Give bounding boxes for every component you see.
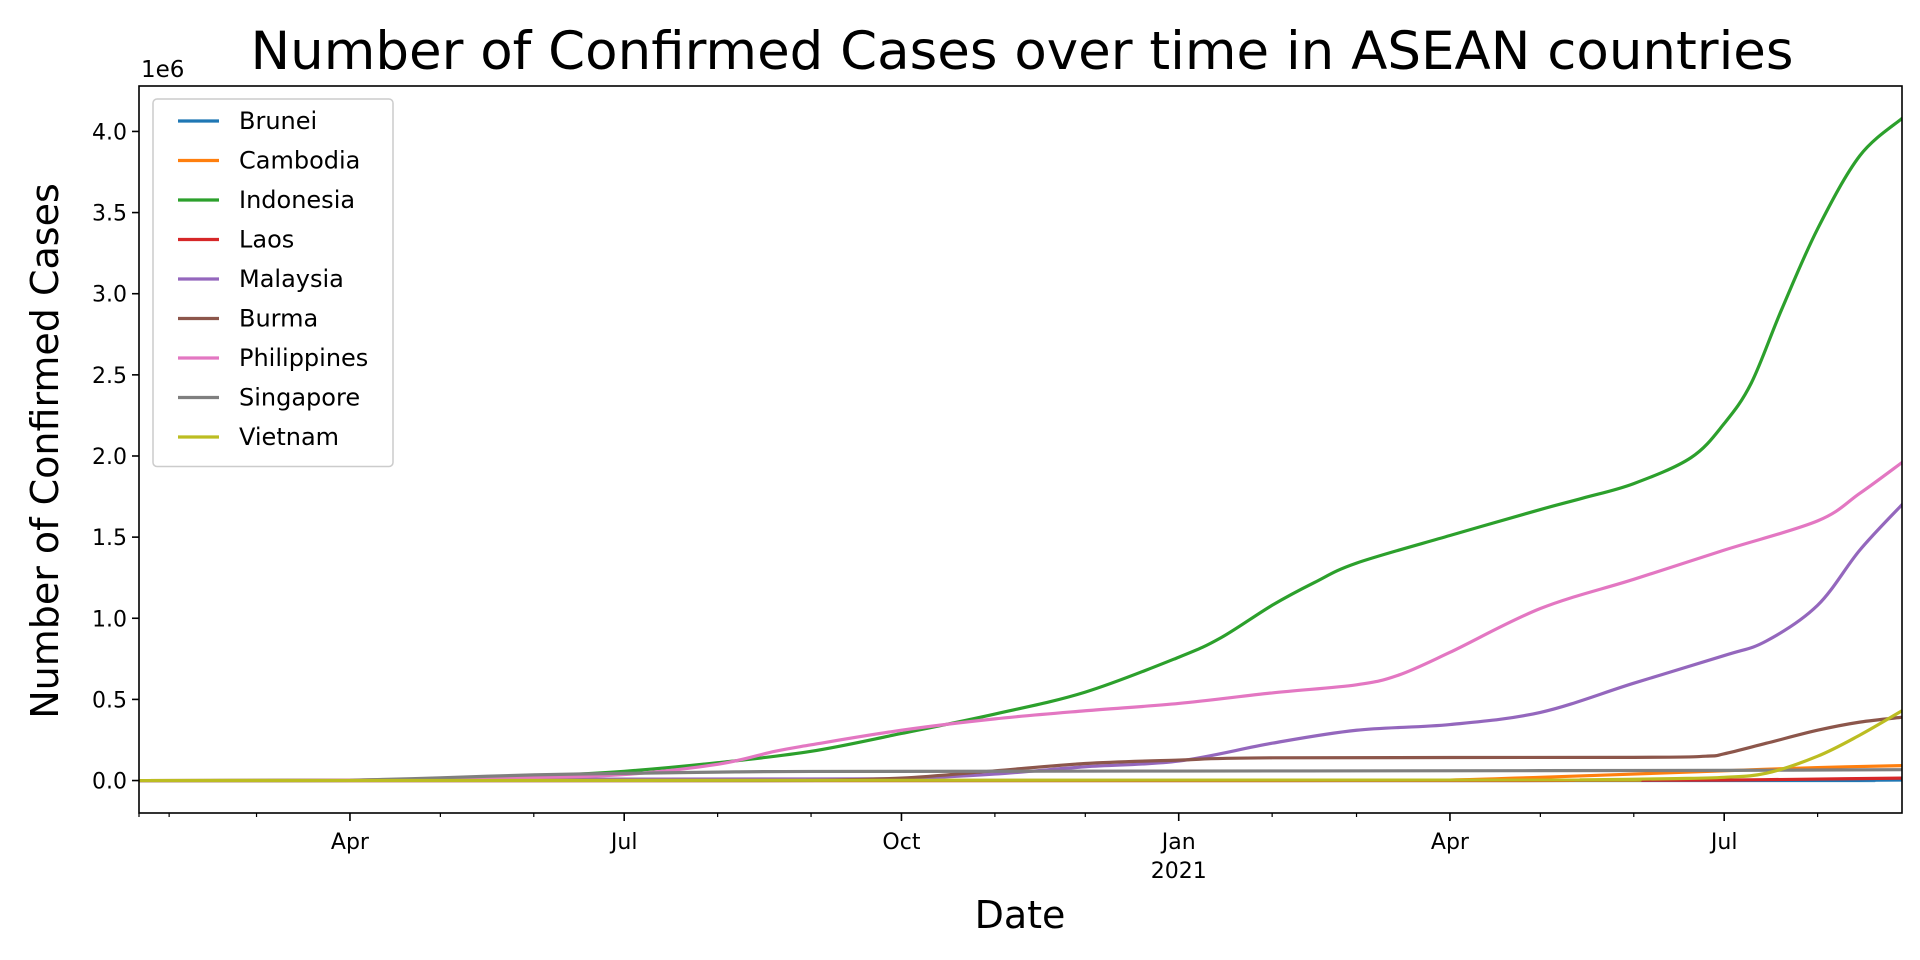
legend-label-philippines: Philippines <box>239 344 368 372</box>
axis-ticks: 0.0 0.5 1.0 1.5 2.0 2.5 3.0 3.5 4.0 Apr Jul Oct Jan 2… <box>92 120 1819 884</box>
legend-label-vietnam: Vietnam <box>239 423 339 451</box>
series-line-vietnam <box>139 709 1902 783</box>
legend-label-burma: Burma <box>239 305 318 333</box>
legend-label-malaysia: Malaysia <box>239 265 344 293</box>
legend-label-cambodia: Cambodia <box>239 147 360 175</box>
legend-box <box>152 98 394 468</box>
x-tick-label: Apr <box>331 830 370 855</box>
legend-label-indonesia: Indonesia <box>239 186 355 214</box>
axes-frame <box>138 85 1903 814</box>
x-tick-label: Jul <box>609 830 638 855</box>
y-tick-label: 0.5 <box>92 688 127 713</box>
y-tick-label: 2.0 <box>92 445 127 470</box>
y-axis-offset-text: 1e6 <box>141 57 184 83</box>
y-tick-label: 1.5 <box>92 526 127 551</box>
y-tick-label: 2.5 <box>92 364 127 389</box>
chart-title: Number of Confirmed Cases over time in A… <box>250 21 1793 82</box>
y-tick-label: 3.5 <box>92 202 127 227</box>
legend-label-brunei: Brunei <box>239 107 317 135</box>
legend-label-singapore: Singapore <box>239 384 360 412</box>
y-tick-label: 1.0 <box>92 607 127 632</box>
x-tick-label: Oct <box>882 830 920 855</box>
x-tick-label: Apr <box>1431 830 1470 855</box>
x-axis-title: Date <box>975 893 1066 937</box>
legend-label-laos: Laos <box>239 226 294 254</box>
y-axis-title: Number of Confirmed Cases <box>23 183 67 719</box>
series-line-malaysia <box>139 503 1902 783</box>
x-tick-sublabel: 2021 <box>1151 859 1207 884</box>
x-tick-label: Jul <box>1709 830 1738 855</box>
plot-area <box>139 116 1902 783</box>
y-tick-label: 3.0 <box>92 283 127 308</box>
y-tick-label: 4.0 <box>92 120 127 145</box>
x-tick-label: Jan <box>1160 830 1196 855</box>
series-line-philippines <box>139 460 1902 783</box>
y-tick-label: 0.0 <box>92 770 127 795</box>
legend: Brunei Cambodia Indonesia Laos Malaysia Burma… <box>152 98 394 468</box>
